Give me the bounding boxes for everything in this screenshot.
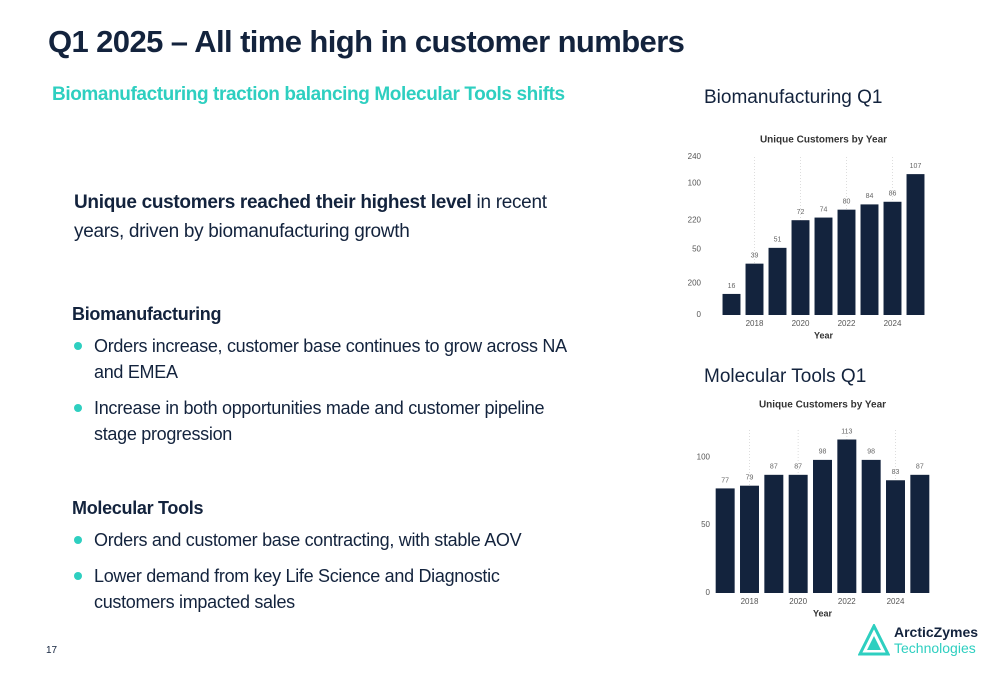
bullet: Orders and customer base contracting, wi… bbox=[72, 527, 572, 553]
bar bbox=[788, 474, 808, 593]
y-tick-label: 100 bbox=[697, 452, 711, 461]
bar bbox=[860, 204, 879, 315]
x-axis-title: Year bbox=[814, 330, 834, 340]
section-heading: Molecular Tools bbox=[72, 498, 204, 518]
x-tick-label: 2018 bbox=[741, 597, 759, 606]
data-label: 80 bbox=[843, 199, 851, 206]
section: Biomanufacturing Orders increase, custom… bbox=[72, 304, 572, 457]
data-label: 72 bbox=[797, 209, 805, 216]
bar bbox=[814, 217, 833, 315]
chart-label: Molecular Tools Q1 bbox=[704, 366, 866, 387]
data-label: 113 bbox=[841, 428, 852, 435]
x-tick-label: 2022 bbox=[838, 597, 856, 606]
data-label: 86 bbox=[889, 191, 897, 198]
intro: Unique customers reached their highest l… bbox=[74, 188, 574, 246]
y-tick-label: 0 bbox=[706, 588, 711, 597]
x-tick-label: 2018 bbox=[746, 319, 764, 328]
y-tick-label: 100 bbox=[688, 178, 702, 187]
data-label: 87 bbox=[916, 464, 924, 471]
chart-title: Unique Customers by Year bbox=[759, 400, 886, 411]
bar bbox=[740, 485, 759, 593]
x-tick-label: 2020 bbox=[789, 597, 807, 606]
bar bbox=[837, 209, 856, 315]
slide-subtitle: Biomanufacturing traction balancing Mole… bbox=[52, 84, 565, 105]
bullet: Increase in both opportunities made and … bbox=[72, 395, 572, 447]
bar bbox=[861, 459, 881, 593]
logo-sub: Technologies bbox=[894, 640, 976, 656]
bar bbox=[883, 201, 902, 315]
bar bbox=[715, 488, 735, 593]
data-label: 98 bbox=[819, 449, 827, 456]
section-heading: Biomanufacturing bbox=[72, 304, 222, 324]
y2-tick-label: 220 bbox=[688, 215, 702, 224]
bullet-list: Orders and customer base contracting, wi… bbox=[72, 527, 572, 615]
x-axis-title: Year bbox=[813, 608, 833, 618]
data-label: 87 bbox=[794, 464, 802, 471]
data-label: 83 bbox=[892, 469, 900, 476]
data-label: 79 bbox=[746, 475, 754, 482]
bar bbox=[906, 174, 925, 315]
data-label: 98 bbox=[867, 449, 875, 456]
bar bbox=[745, 263, 764, 315]
intro-rest: in recent years, driven by biomanufactur… bbox=[74, 192, 547, 242]
bullet-list: Orders increase, customer base continues… bbox=[72, 333, 572, 447]
bullet: Orders increase, customer base continues… bbox=[72, 333, 572, 385]
chart-title: Unique Customers by Year bbox=[760, 135, 887, 146]
x-tick-label: 2024 bbox=[884, 319, 902, 328]
x-tick-label: 2024 bbox=[887, 597, 905, 606]
x-tick-label: 2020 bbox=[792, 319, 810, 328]
y-tick-label: 50 bbox=[692, 244, 701, 253]
bar bbox=[722, 293, 741, 315]
section: Molecular Tools Orders and customer base… bbox=[72, 498, 572, 625]
chart-label: Biomanufacturing Q1 bbox=[704, 87, 883, 108]
bar bbox=[764, 474, 784, 593]
y-tick-label: 50 bbox=[701, 520, 710, 529]
data-label: 107 bbox=[910, 163, 922, 170]
data-label: 51 bbox=[774, 237, 782, 244]
bar bbox=[910, 474, 930, 593]
data-label: 74 bbox=[820, 206, 828, 213]
bar bbox=[886, 480, 905, 593]
data-label: 87 bbox=[770, 464, 778, 471]
bar bbox=[837, 439, 857, 593]
slide-title: Q1 2025 – All time high in customer numb… bbox=[48, 24, 685, 59]
data-label: 39 bbox=[751, 252, 759, 259]
bar bbox=[791, 220, 810, 315]
data-label: 84 bbox=[866, 193, 874, 200]
data-label: 16 bbox=[728, 283, 736, 290]
logo-name: ArcticZymes bbox=[894, 624, 979, 640]
logo-icon bbox=[858, 624, 890, 656]
intro-bold: Unique customers reached their highest l… bbox=[74, 192, 472, 213]
y2-tick-label: 240 bbox=[688, 152, 702, 161]
page-number: 17 bbox=[46, 645, 58, 656]
data-label: 77 bbox=[721, 477, 729, 484]
bar bbox=[813, 459, 832, 593]
y-tick-label: 0 bbox=[697, 310, 702, 319]
x-tick-label: 2022 bbox=[838, 319, 856, 328]
y2-tick-label: 200 bbox=[688, 279, 702, 288]
bullet: Lower demand from key Life Science and D… bbox=[72, 563, 572, 615]
bar bbox=[768, 247, 787, 315]
